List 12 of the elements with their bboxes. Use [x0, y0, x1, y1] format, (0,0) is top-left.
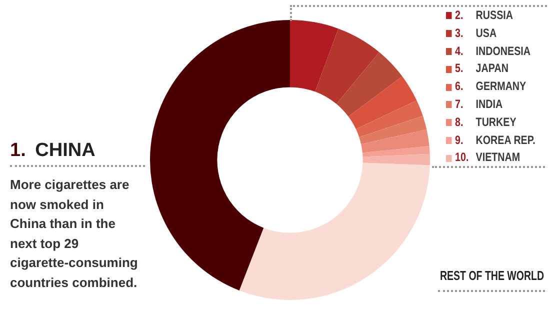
legend-label: 7. INDIA [455, 96, 503, 112]
legend-label: 2. RUSSIA [455, 7, 513, 23]
text: More cigarettes are now smoked in China than in the next top 29 cigarette-consuming countries combined. [10, 176, 138, 292]
slice-label: REST OF THE WORLD [440, 268, 544, 283]
legend-label: 6. GERMANY [455, 78, 526, 94]
legend-label: 9. KOREA REP. [455, 132, 536, 148]
legend-label: 3. USA [455, 24, 497, 41]
slice-label: 1. CHINA [10, 140, 96, 162]
legend-label: 5. JAPAN [455, 60, 508, 76]
legend-label: 4. INDONESIA [455, 42, 530, 59]
legend-label: 10. VIETNAM [455, 149, 520, 166]
legend-label: 8. TURKEY [455, 114, 516, 130]
